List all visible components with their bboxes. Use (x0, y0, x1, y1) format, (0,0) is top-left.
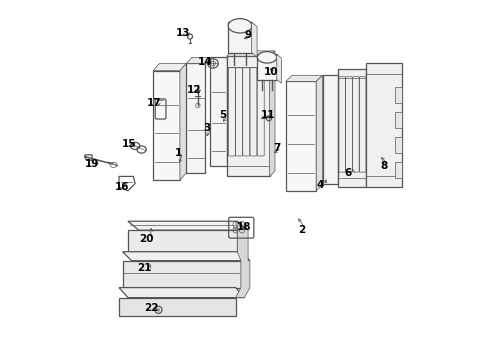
Polygon shape (285, 75, 322, 81)
Polygon shape (366, 63, 402, 187)
Ellipse shape (228, 19, 251, 33)
Polygon shape (285, 81, 316, 191)
Text: 15: 15 (122, 139, 136, 149)
Polygon shape (119, 298, 235, 316)
Polygon shape (226, 56, 269, 176)
Text: 12: 12 (187, 85, 201, 95)
Polygon shape (269, 51, 274, 176)
Text: 4: 4 (315, 180, 323, 190)
Polygon shape (337, 69, 366, 187)
Polygon shape (186, 63, 204, 173)
Polygon shape (226, 51, 274, 56)
Polygon shape (210, 57, 226, 166)
Ellipse shape (156, 308, 160, 312)
Text: 11: 11 (260, 111, 274, 121)
Polygon shape (322, 75, 337, 184)
Text: 20: 20 (139, 234, 153, 244)
Text: 6: 6 (344, 168, 351, 178)
Text: 16: 16 (114, 182, 129, 192)
Text: 22: 22 (144, 303, 158, 314)
Text: 3: 3 (203, 123, 210, 133)
Polygon shape (119, 288, 244, 298)
Text: 7: 7 (272, 143, 280, 153)
Polygon shape (128, 230, 237, 252)
Text: 14: 14 (197, 57, 212, 67)
Polygon shape (394, 162, 402, 178)
Polygon shape (257, 54, 276, 80)
Text: 9: 9 (244, 30, 251, 40)
Text: 1: 1 (174, 148, 182, 158)
Text: 8: 8 (380, 161, 387, 171)
Polygon shape (122, 261, 241, 288)
Polygon shape (153, 71, 180, 180)
Polygon shape (180, 63, 186, 180)
Polygon shape (122, 252, 249, 261)
Text: 17: 17 (146, 98, 161, 108)
Text: 21: 21 (137, 263, 152, 273)
Polygon shape (316, 75, 322, 191)
Text: 19: 19 (85, 159, 99, 169)
Polygon shape (235, 221, 249, 298)
Polygon shape (128, 221, 247, 230)
Polygon shape (186, 57, 210, 63)
Text: 13: 13 (176, 28, 190, 38)
Text: 5: 5 (219, 111, 226, 121)
Polygon shape (394, 137, 402, 153)
Polygon shape (394, 87, 402, 103)
Text: 18: 18 (237, 222, 251, 231)
Text: 10: 10 (264, 67, 278, 77)
Text: 2: 2 (298, 225, 305, 235)
Polygon shape (276, 54, 281, 83)
Polygon shape (153, 63, 186, 71)
Polygon shape (394, 112, 402, 128)
Polygon shape (251, 22, 257, 57)
Ellipse shape (257, 51, 276, 63)
Polygon shape (228, 22, 251, 53)
